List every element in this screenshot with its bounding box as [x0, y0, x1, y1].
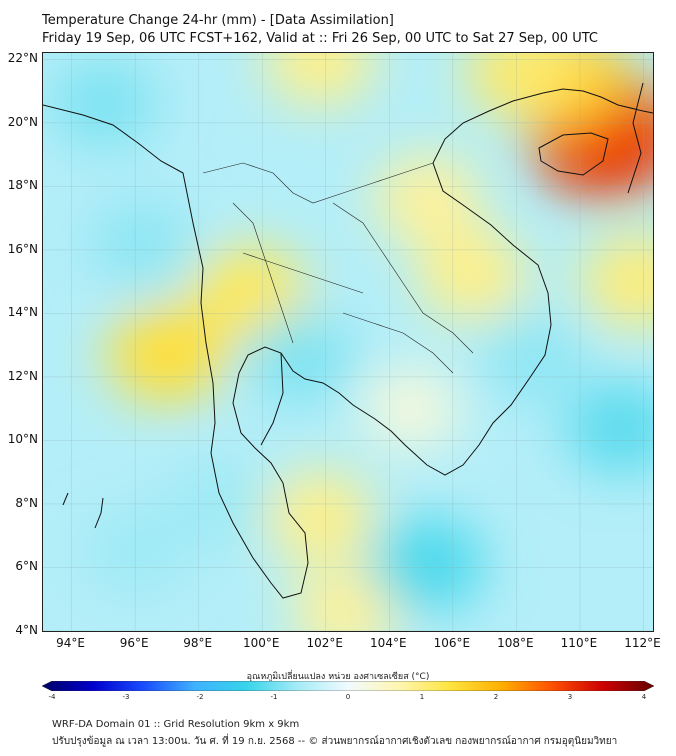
lon-label-3: 100°E: [242, 636, 280, 650]
colorbar-tick-0: -4: [48, 693, 56, 701]
colorbar-tick-8: 4: [641, 693, 647, 701]
chart-title-block: Temperature Change 24-hr (mm) - [Data As…: [42, 12, 598, 48]
south-china-coastline: [542, 88, 653, 114]
lon-label-8: 110°E: [560, 636, 598, 650]
laos-border: [332, 202, 474, 354]
thai-inner-border: [232, 202, 294, 344]
field-anomaly-14: [246, 312, 355, 404]
field-anomaly-4: [374, 154, 481, 244]
field-anomaly-2: [466, 53, 579, 119]
footer-model-info: WRF-DA Domain 01 :: Grid Resolution 9km …: [52, 719, 300, 730]
lat-label-7: 8°N: [15, 495, 38, 510]
admin-borders: [202, 162, 474, 374]
northern-border: [202, 162, 434, 204]
map-panel: [42, 52, 654, 632]
colorbar-tick-6: 2: [493, 693, 499, 701]
field-anomaly-17: [478, 313, 586, 403]
colorbar-tick-1: -3: [122, 693, 130, 701]
coastlines: [43, 82, 653, 599]
footer-credit: ปรับปรุงข้อมูล ณ เวลา 13:00น. วัน ศ. ที่…: [52, 736, 618, 747]
field-anomaly-8: [265, 471, 374, 562]
lon-label-4: 102°E: [306, 636, 344, 650]
colorbar-tick-7: 3: [567, 693, 573, 701]
gulf-of-thailand-west: [260, 352, 284, 446]
field-anomaly-9: [291, 567, 399, 631]
field-anomaly-10: [581, 235, 653, 328]
field-anomaly-12: [49, 58, 158, 150]
lon-label-5: 104°E: [370, 636, 407, 650]
colorbar-tick-3: -1: [270, 693, 278, 701]
mainland-coastline: [43, 92, 552, 599]
colorbar-tick-5: 1: [419, 693, 425, 701]
lon-label-2: 98°E: [183, 636, 213, 650]
field-anomaly-3: [265, 53, 374, 105]
provincial-border: [242, 252, 364, 294]
lon-label-9: 112°E: [624, 636, 661, 650]
colorbar-bar: [42, 681, 654, 691]
lat-label-1: 20°N: [7, 114, 38, 129]
lon-label-6: 106°E: [433, 636, 471, 650]
colorbar: [42, 681, 654, 691]
colorbar-title: อุณหภูมิเปลี่ยนแปลง หน่วย องศาเซลเซียส (…: [246, 672, 430, 682]
lat-label-3: 16°N: [7, 241, 38, 256]
hainan-island: [538, 132, 609, 176]
colorbar-tick-2: -2: [196, 693, 204, 701]
lat-label-2: 18°N: [7, 178, 38, 193]
field-anomaly-11: [363, 368, 461, 450]
lat-label-5: 12°N: [7, 368, 38, 383]
field-anomaly-16: [565, 380, 653, 475]
temperature-field-map: [43, 53, 653, 631]
chart-title: Temperature Change 24-hr (mm) - [Data As…: [42, 13, 394, 28]
andaman-islands: [62, 492, 104, 529]
lon-label-7: 108°E: [497, 636, 534, 650]
lon-label-0: 94°E: [56, 636, 86, 650]
field-anomaly-5: [417, 230, 527, 321]
lat-label-4: 14°N: [7, 305, 38, 320]
lon-label-1: 96°E: [119, 636, 149, 650]
field-anomaly-7: [107, 305, 226, 404]
field-anomaly-13: [88, 199, 195, 288]
colorbar-tick-4: 0: [345, 693, 351, 701]
field-anomaly-15: [370, 516, 485, 612]
lat-label-0: 22°N: [7, 51, 38, 66]
cambodia-border: [342, 312, 454, 374]
chart-subtitle: Friday 19 Sep, 06 UTC FCST+162, Valid at…: [42, 31, 598, 46]
east-coast-fragment: [627, 82, 644, 194]
lat-label-9: 4°N: [15, 623, 38, 637]
graticule: [43, 53, 653, 631]
lat-label-8: 6°N: [15, 559, 38, 574]
lat-label-6: 10°N: [7, 432, 38, 447]
